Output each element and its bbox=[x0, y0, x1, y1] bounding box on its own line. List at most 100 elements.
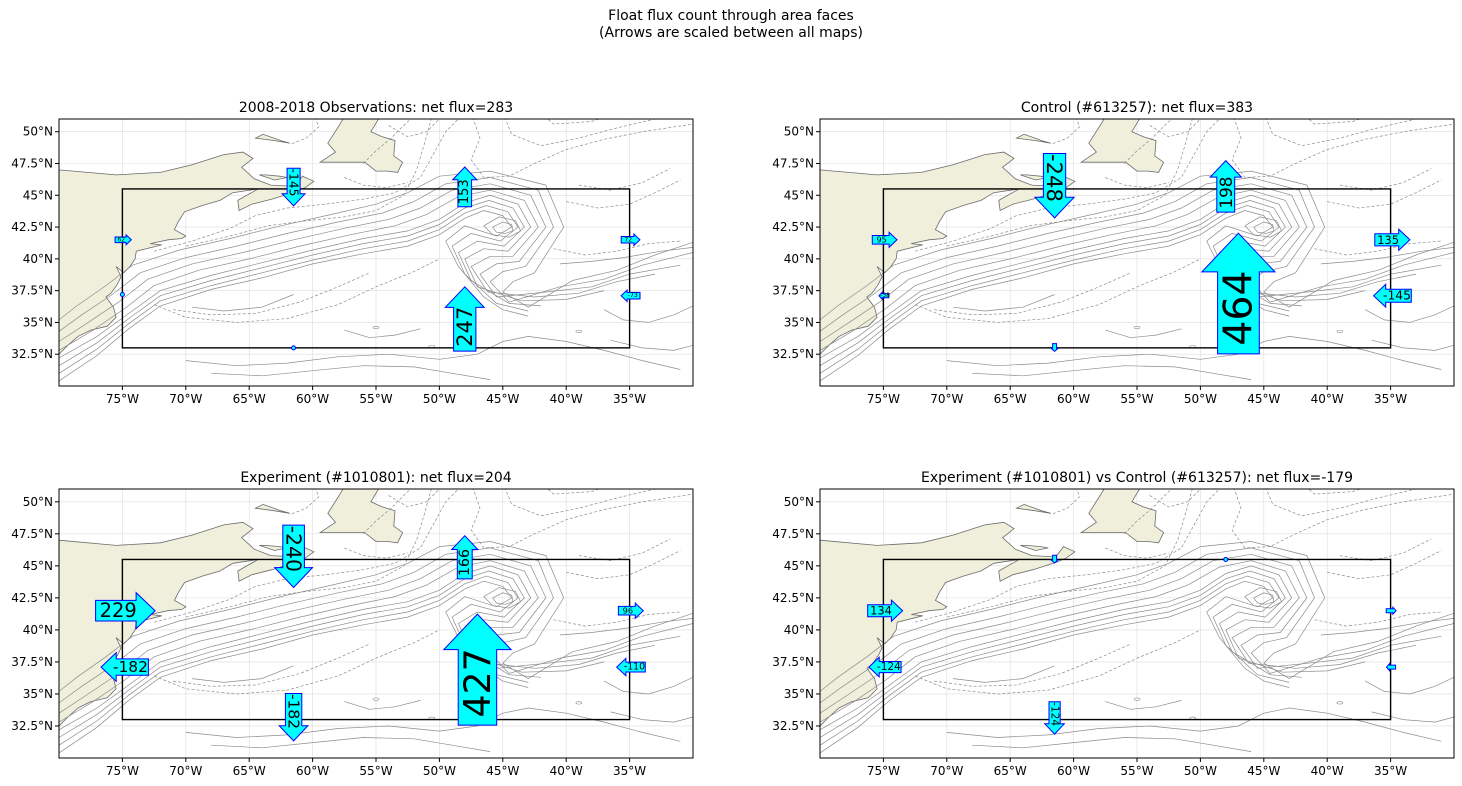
lon-tick-label: 65°W bbox=[233, 392, 266, 406]
contour-line bbox=[610, 711, 693, 723]
flux-arrow bbox=[444, 286, 486, 352]
contour-line bbox=[1124, 489, 1173, 535]
contour-line bbox=[914, 629, 1201, 695]
land-polygon bbox=[1020, 545, 1049, 551]
lat-tick-label: 35°N bbox=[784, 315, 814, 329]
contour-line bbox=[1365, 305, 1454, 323]
flux-arrow-label: -240 bbox=[282, 526, 306, 572]
lon-tick-label: 70°W bbox=[169, 764, 202, 778]
lon-tick-label: 40°W bbox=[1311, 392, 1344, 406]
flux-arrow-label: 134 bbox=[870, 604, 892, 618]
flux-arrow bbox=[1033, 153, 1076, 219]
flux-arrow bbox=[620, 288, 641, 303]
contour-ring bbox=[1133, 697, 1141, 701]
land-polygon bbox=[254, 503, 290, 514]
contour-line bbox=[1327, 550, 1442, 580]
contour-line bbox=[820, 189, 1417, 351]
land-polygon bbox=[259, 174, 288, 181]
contour-line bbox=[553, 611, 681, 627]
land-polygon bbox=[1079, 119, 1165, 173]
contour-line bbox=[566, 550, 681, 580]
contour-line bbox=[1320, 247, 1454, 265]
lat-tick-label: 37.5°N bbox=[772, 655, 814, 669]
flux-arrow bbox=[1049, 554, 1060, 564]
contour-line bbox=[483, 587, 522, 609]
contour-ring bbox=[575, 329, 583, 333]
land-mass bbox=[820, 119, 1165, 355]
contour-line bbox=[610, 339, 693, 351]
land-polygon bbox=[254, 133, 290, 144]
contour-line bbox=[492, 221, 514, 234]
area-box bbox=[121, 558, 631, 721]
flux-arrow bbox=[1049, 343, 1060, 353]
contour-line bbox=[820, 547, 1454, 704]
lon-tick-label: 45°W bbox=[486, 392, 519, 406]
lon-tick-label: 45°W bbox=[486, 764, 519, 778]
land-polygon bbox=[1079, 489, 1165, 544]
contour-line bbox=[59, 200, 541, 366]
contour-line bbox=[566, 179, 681, 209]
flux-arrow-label: -182 bbox=[113, 658, 148, 676]
contour-line bbox=[153, 629, 440, 695]
lon-tick-label: 70°W bbox=[930, 392, 963, 406]
lon-tick-label: 55°W bbox=[359, 392, 392, 406]
contour-line bbox=[59, 575, 529, 746]
lon-tick-label: 40°W bbox=[1311, 764, 1344, 778]
lon-tick-label: 65°W bbox=[994, 764, 1027, 778]
lat-tick-label: 50°N bbox=[784, 495, 814, 509]
flux-arrow-label: 135 bbox=[1377, 233, 1399, 247]
contour-line bbox=[578, 538, 671, 562]
contour-line bbox=[192, 294, 294, 312]
contour-line bbox=[1231, 119, 1454, 178]
flux-arrow bbox=[1385, 662, 1397, 672]
contour-line bbox=[211, 737, 491, 752]
lat-tick-label: 47.5°N bbox=[11, 527, 53, 541]
contour-line bbox=[914, 258, 1201, 323]
contour-line bbox=[553, 240, 681, 256]
flux-arrow bbox=[1374, 228, 1411, 252]
contour-line bbox=[1105, 700, 1182, 710]
contour-line bbox=[173, 272, 370, 316]
lat-tick-label: 42.5°N bbox=[772, 220, 814, 234]
flux-arrow bbox=[871, 231, 898, 249]
contour-line bbox=[1308, 489, 1361, 495]
study-area-box bbox=[882, 558, 1392, 721]
contour-line bbox=[388, 489, 440, 508]
contour-line bbox=[344, 547, 408, 559]
flux-arrow bbox=[1223, 556, 1229, 562]
figure-subtitle: (Arrows are scaled between all maps) bbox=[599, 25, 863, 41]
contour-line bbox=[154, 489, 459, 623]
lon-axis: 75°W 70°W 65°W 60°W 55°W 50°W 45°W 40°W 35°W bbox=[106, 758, 646, 778]
flux-arrow bbox=[1385, 605, 1397, 616]
contour-line bbox=[59, 210, 529, 382]
contour-line bbox=[470, 119, 693, 178]
flux-arrow-label: 72 bbox=[624, 236, 632, 243]
lat-tick-label: 50°N bbox=[23, 495, 53, 509]
contour-line bbox=[344, 700, 421, 710]
land-polygon bbox=[318, 119, 404, 173]
flux-arrow bbox=[878, 290, 890, 301]
lon-tick-label: 50°W bbox=[1184, 764, 1217, 778]
lon-tick-label: 35°W bbox=[1374, 392, 1407, 406]
flux-arrow-label: 247 bbox=[453, 307, 477, 347]
flux-arrow bbox=[450, 534, 479, 580]
contour-line bbox=[604, 676, 693, 695]
flux-arrow bbox=[273, 524, 314, 589]
flux-arrow bbox=[615, 657, 646, 677]
lon-tick-label: 60°W bbox=[1057, 392, 1090, 406]
lon-tick-label: 75°W bbox=[106, 392, 139, 406]
area-box bbox=[882, 558, 1392, 721]
contour-line bbox=[1339, 538, 1432, 562]
contour-line bbox=[820, 541, 1454, 692]
flux-arrow bbox=[1043, 701, 1066, 735]
lon-tick-label: 60°W bbox=[296, 392, 329, 406]
lat-tick-label: 45°N bbox=[784, 559, 814, 573]
lat-tick-label: 32.5°N bbox=[772, 347, 814, 361]
flux-arrow-label: 427 bbox=[456, 648, 499, 717]
flux-arrows: 134 -124 -124 bbox=[867, 554, 1397, 735]
contour-ring bbox=[372, 326, 380, 330]
lat-tick-label: 35°N bbox=[23, 687, 53, 701]
contour-line bbox=[820, 553, 1442, 714]
lat-tick-label: 47.5°N bbox=[11, 157, 53, 171]
lat-axis: 32.5°N 35°N 37.5°N 40°N 42.5°N 45°N 47.5°N 50°N bbox=[11, 495, 59, 733]
